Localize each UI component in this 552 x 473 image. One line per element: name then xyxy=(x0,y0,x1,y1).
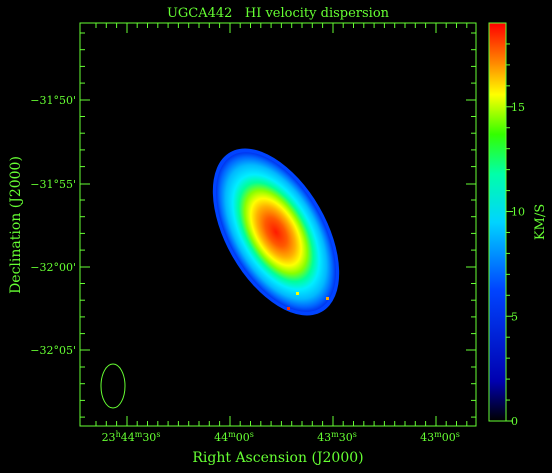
y-axis-label: Declination (J2000) xyxy=(8,156,24,294)
x-axis-ticks xyxy=(95,23,468,426)
x-tick-label: 23h44m30s xyxy=(102,430,161,445)
colorbar xyxy=(488,22,507,422)
y-axis-ticks xyxy=(80,32,476,418)
plot-frame xyxy=(79,22,477,427)
chart-title: UGCA442 HI velocity dispersion xyxy=(167,6,390,21)
x-tick-label: 44m00s xyxy=(214,430,254,445)
colorbar-tick-labels: 0 5 10 15 xyxy=(511,101,525,428)
colorbar-ticks xyxy=(506,43,513,422)
colorbar-tick-label: 5 xyxy=(511,310,518,323)
x-axis-label: Right Ascension (J2000) xyxy=(192,450,363,466)
y-tick-label: −32°00' xyxy=(30,261,76,274)
galaxy-edge-pixels xyxy=(287,292,329,310)
colorbar-label: KM/S xyxy=(533,204,548,240)
colorbar-tick-label: 0 xyxy=(511,415,518,428)
y-axis-tick-labels: −31°50' −31°55' −32°00' −32°05' xyxy=(30,94,76,357)
x-axis-tick-labels: 23h44m30s 44m00s 43m30s 43m00s xyxy=(102,430,460,445)
beam-ellipse xyxy=(100,363,126,409)
y-tick-label: −31°55' xyxy=(30,178,76,191)
galaxy-dispersion-field xyxy=(212,148,340,316)
x-tick-label: 43m00s xyxy=(420,430,460,445)
y-tick-label: −32°05' xyxy=(30,344,76,357)
colorbar-tick-label: 15 xyxy=(511,101,525,114)
colorbar-tick-label: 10 xyxy=(511,206,525,219)
x-tick-label: 43m30s xyxy=(317,430,357,445)
y-tick-label: −31°50' xyxy=(30,94,76,107)
galaxy-body xyxy=(216,152,336,312)
